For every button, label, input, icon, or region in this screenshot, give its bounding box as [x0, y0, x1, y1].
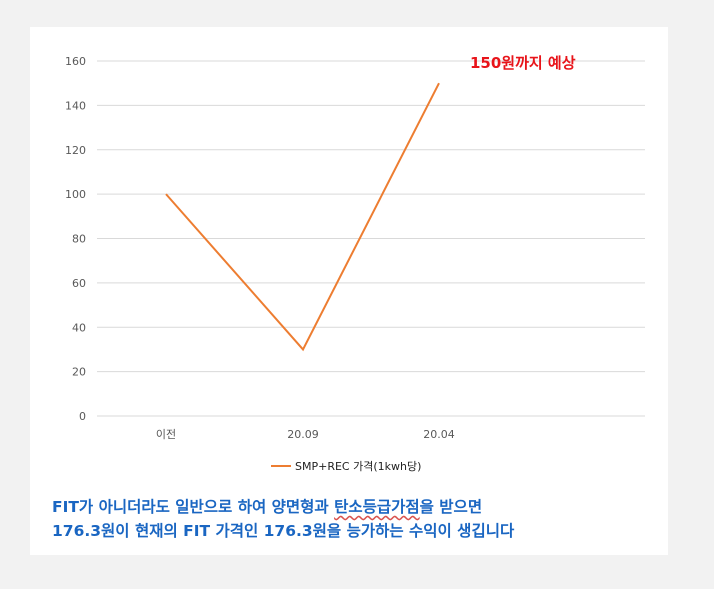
caption-line-2: 176.3원이 현재의 FIT 가격인 176.3원을 능가하는 수익이 생깁니… [52, 522, 515, 540]
chart-card [30, 27, 668, 555]
caption: FIT가 아니더라도 일반으로 하여 양면형과 탄소등급가점을 받으면 176.… [52, 495, 672, 543]
caption-line-1-underlined: 탄소등급가점 [334, 498, 420, 516]
caption-line-1: FIT가 아니더라도 일반으로 하여 양면형과 탄소등급가점을 받으면 [52, 495, 672, 519]
y-tick-label: 100 [65, 188, 86, 201]
x-axis-ticks: 이전 20.09 20.04 [156, 428, 455, 441]
y-tick-label: 160 [65, 55, 86, 68]
series-lines [165, 82, 440, 352]
series-line [165, 82, 440, 352]
y-tick-label: 0 [79, 410, 86, 423]
legend: SMP+REC 가격(1kwh당) [271, 460, 421, 473]
x-tick-label: 20.04 [423, 428, 455, 441]
y-tick-label: 60 [72, 277, 86, 290]
annotation: 150원까지 예상 [470, 54, 576, 72]
x-tick-label: 이전 [156, 428, 176, 441]
y-tick-label: 20 [72, 366, 86, 379]
y-tick-label: 80 [72, 233, 86, 246]
caption-line-1-part-a: FIT가 아니더라도 일반으로 하여 양면형과 [52, 498, 335, 516]
y-axis-ticks: 0 20 40 60 80 100 120 140 160 [65, 55, 86, 423]
gridlines [97, 60, 645, 417]
y-tick-label: 40 [72, 321, 86, 334]
x-tick-label: 20.09 [287, 428, 319, 441]
y-tick-label: 140 [65, 99, 86, 112]
y-tick-label: 120 [65, 144, 86, 157]
legend-label: SMP+REC 가격(1kwh당) [295, 460, 421, 473]
caption-line-1-part-c: 을 받으면 [419, 498, 483, 516]
